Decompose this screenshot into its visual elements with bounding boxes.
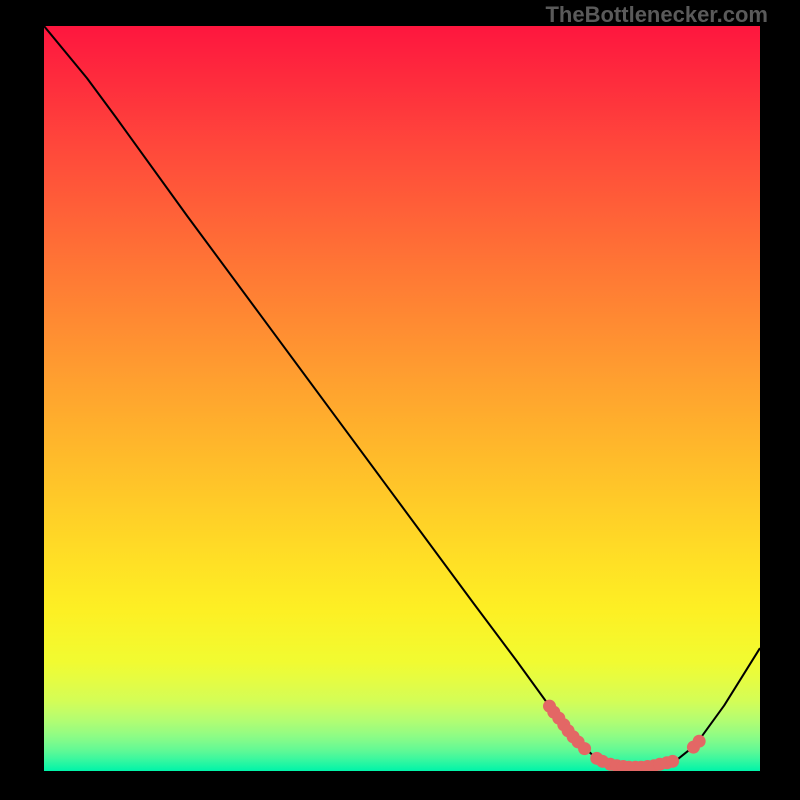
data-marker	[578, 742, 591, 755]
watermark-label: TheBottlenecker.com	[545, 2, 768, 28]
chart-background	[44, 26, 760, 771]
data-marker	[693, 735, 706, 748]
data-marker	[666, 755, 679, 768]
stage: TheBottlenecker.com	[0, 0, 800, 800]
chart-svg	[44, 26, 760, 771]
chart-area	[44, 26, 760, 771]
